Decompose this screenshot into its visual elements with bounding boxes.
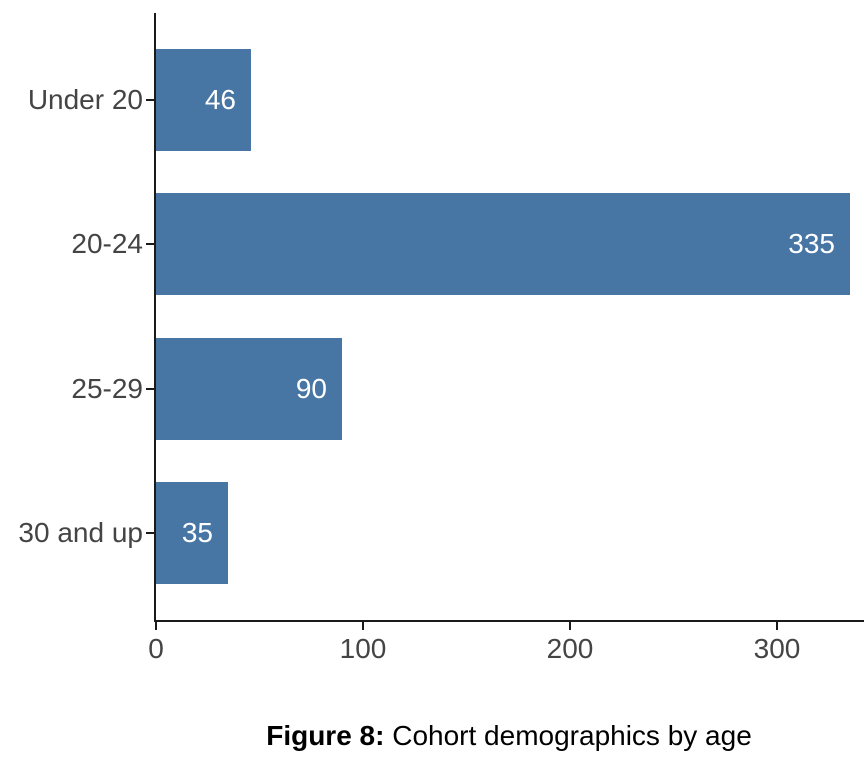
bar-value-label: 90 [295, 373, 327, 404]
bar-value-label: 35 [181, 517, 213, 548]
y-axis-line [154, 13, 156, 622]
category-label: 20-24 [71, 228, 143, 259]
x-tick [569, 622, 571, 630]
figure-caption: Figure 8: Cohort demographics by age [154, 719, 864, 753]
bar: 46 [156, 49, 251, 151]
bar-value-label: 335 [788, 228, 835, 259]
y-tick [146, 99, 154, 101]
x-tick [155, 622, 157, 630]
y-tick [146, 532, 154, 534]
y-tick [146, 388, 154, 390]
caption-text: Cohort demographics by age [384, 720, 752, 751]
x-tick-label: 200 [546, 633, 594, 664]
category-label: 30 and up [18, 517, 143, 548]
x-tick [362, 622, 364, 630]
x-tick-label: 100 [339, 633, 387, 664]
category-label: Under 20 [27, 84, 143, 115]
x-tick-label: 300 [753, 633, 801, 664]
bar-value-label: 46 [204, 84, 236, 115]
x-tick [776, 622, 778, 630]
bar: 90 [156, 338, 342, 440]
caption-prefix: Figure 8: [266, 720, 385, 751]
x-tick-label: 0 [148, 633, 164, 664]
bar: 335 [156, 193, 850, 295]
category-label: 25-29 [71, 373, 143, 404]
bar: 35 [156, 482, 228, 584]
y-tick [146, 243, 154, 245]
x-axis-line [154, 620, 864, 622]
